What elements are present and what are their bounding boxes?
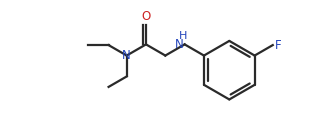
Text: N: N bbox=[175, 38, 183, 51]
Text: H: H bbox=[179, 31, 187, 41]
Text: N: N bbox=[122, 49, 131, 62]
Text: O: O bbox=[141, 10, 151, 23]
Text: F: F bbox=[275, 39, 281, 52]
